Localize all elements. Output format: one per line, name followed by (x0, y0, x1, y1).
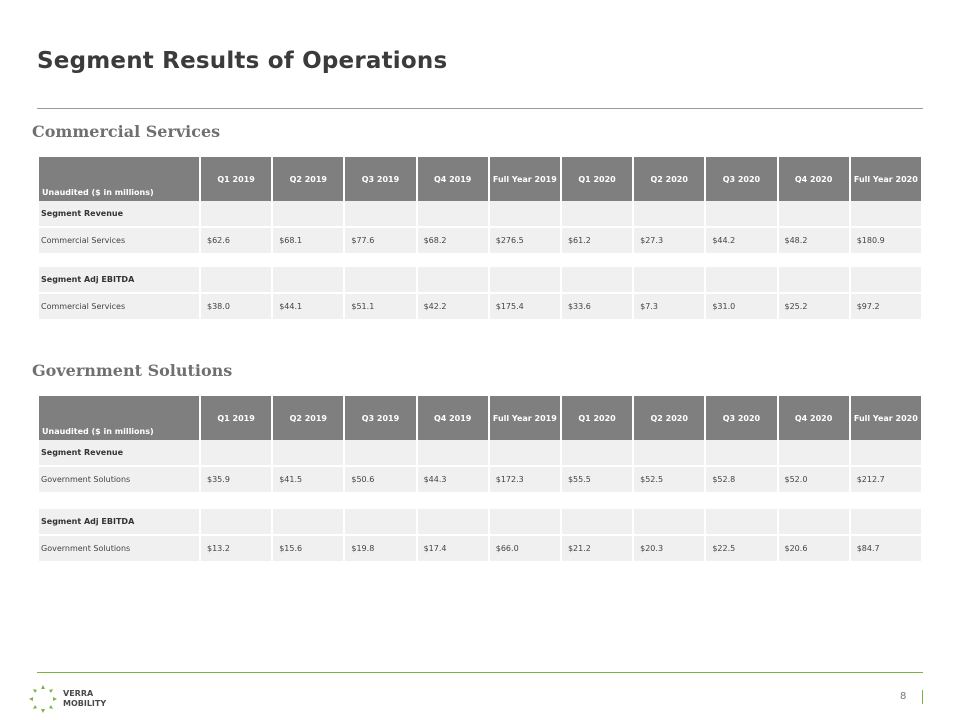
segment-ebitda-label: Segment Adj EBITDA (39, 267, 199, 294)
column-header: Q3 2019 (345, 157, 416, 201)
table-cell: $77.6 (345, 228, 416, 255)
footer-divider (37, 672, 923, 673)
table-cell: $44.2 (706, 228, 777, 255)
table-cell: $84.7 (850, 536, 921, 563)
column-header: Q1 2020 (561, 157, 633, 201)
table-cell: $62.6 (201, 228, 272, 255)
column-header: Full Year 2020 (850, 157, 921, 201)
column-header: Q1 2020 (561, 396, 633, 440)
table-cell: $42.2 (417, 294, 488, 321)
segment-revenue-label: Segment Revenue (39, 440, 199, 467)
header-row: Unaudited ($ in millions) Q1 2019 Q2 2019 Q… (39, 157, 921, 201)
table-cell: $25.2 (778, 294, 849, 321)
table-row: Government Solutions $13.2 $15.6 $19.8 $17.4… (39, 536, 921, 563)
table-cell: $276.5 (489, 228, 560, 255)
government-revenue-table: Unaudited ($ in millions) Q1 2019 Q2 2019 Q… (37, 396, 923, 494)
commercial-revenue-table: Unaudited ($ in millions) Q1 2019 Q2 2019 Q… (37, 157, 923, 255)
segment-revenue-label: Segment Revenue (39, 201, 199, 228)
row-label: Commercial Services (39, 228, 199, 255)
table-cell: $7.3 (634, 294, 705, 321)
header-row: Unaudited ($ in millions) Q1 2019 Q2 2019 Q… (39, 396, 921, 440)
table-cell: $33.6 (561, 294, 633, 321)
table-cell: $41.5 (273, 467, 344, 494)
column-header: Q1 2019 (201, 396, 272, 440)
table-cell: $52.0 (778, 467, 849, 494)
table-cell: $22.5 (706, 536, 777, 563)
column-header: Q4 2019 (417, 157, 488, 201)
page-number-bar (922, 690, 923, 704)
section-label-row: Segment Adj EBITDA (39, 267, 921, 294)
column-header: Q1 2019 (201, 157, 272, 201)
table-cell: $19.8 (345, 536, 416, 563)
table-cell: $27.3 (634, 228, 705, 255)
column-header-units: Unaudited ($ in millions) (39, 396, 199, 440)
government-heading: Government Solutions (32, 361, 233, 380)
page-number: 8 (900, 691, 907, 702)
column-header: Q4 2020 (778, 396, 849, 440)
column-header: Q3 2020 (706, 157, 777, 201)
verra-mobility-logo-icon (29, 685, 57, 713)
column-header: Q2 2020 (634, 157, 705, 201)
commercial-heading: Commercial Services (32, 122, 221, 141)
column-header: Q3 2019 (345, 396, 416, 440)
table-cell: $48.2 (778, 228, 849, 255)
section-label-row: Segment Revenue (39, 201, 921, 228)
section-label-row: Segment Adj EBITDA (39, 509, 921, 536)
table-row: Commercial Services $38.0 $44.1 $51.1 $42.2 $… (39, 294, 921, 321)
table-cell: $52.8 (706, 467, 777, 494)
page-title: Segment Results of Operations (37, 48, 448, 74)
table-cell: $172.3 (489, 467, 560, 494)
column-header: Q2 2019 (273, 396, 344, 440)
column-header: Q4 2020 (778, 157, 849, 201)
commercial-ebitda-table: Segment Adj EBITDA Commercial Services $3… (37, 267, 923, 321)
table-cell: $52.5 (634, 467, 705, 494)
column-header: Full Year 2019 (489, 396, 560, 440)
government-ebitda-table: Segment Adj EBITDA Government Solutions $… (37, 509, 923, 563)
column-header: Full Year 2019 (489, 157, 560, 201)
column-header: Q2 2020 (634, 396, 705, 440)
table-cell: $66.0 (489, 536, 560, 563)
table-cell: $31.0 (706, 294, 777, 321)
column-header: Full Year 2020 (850, 396, 921, 440)
segment-ebitda-label: Segment Adj EBITDA (39, 509, 199, 536)
column-header: Q2 2019 (273, 157, 344, 201)
table-cell: $35.9 (201, 467, 272, 494)
table-row: Government Solutions $35.9 $41.5 $50.6 $44.3… (39, 467, 921, 494)
column-header: Q3 2020 (706, 396, 777, 440)
logo-wordmark: VERRA MOBILITY (63, 689, 107, 708)
row-label: Government Solutions (39, 467, 199, 494)
table-cell: $68.2 (417, 228, 488, 255)
table-cell: $175.4 (489, 294, 560, 321)
row-label: Government Solutions (39, 536, 199, 563)
table-cell: $212.7 (850, 467, 921, 494)
table-cell: $51.1 (345, 294, 416, 321)
table-cell: $97.2 (850, 294, 921, 321)
column-header-units: Unaudited ($ in millions) (39, 157, 199, 201)
table-cell: $13.2 (201, 536, 272, 563)
section-label-row: Segment Revenue (39, 440, 921, 467)
table-cell: $15.6 (273, 536, 344, 563)
table-cell: $20.3 (634, 536, 705, 563)
table-cell: $44.3 (417, 467, 488, 494)
table-cell: $20.6 (778, 536, 849, 563)
table-cell: $68.1 (273, 228, 344, 255)
table-cell: $50.6 (345, 467, 416, 494)
table-cell: $44.1 (273, 294, 344, 321)
table-cell: $38.0 (201, 294, 272, 321)
table-cell: $61.2 (561, 228, 633, 255)
table-cell: $180.9 (850, 228, 921, 255)
table-cell: $17.4 (417, 536, 488, 563)
title-divider (37, 108, 923, 109)
row-label: Commercial Services (39, 294, 199, 321)
table-cell: $21.2 (561, 536, 633, 563)
table-cell: $55.5 (561, 467, 633, 494)
table-row: Commercial Services $62.6 $68.1 $77.6 $68.2 $… (39, 228, 921, 255)
column-header: Q4 2019 (417, 396, 488, 440)
